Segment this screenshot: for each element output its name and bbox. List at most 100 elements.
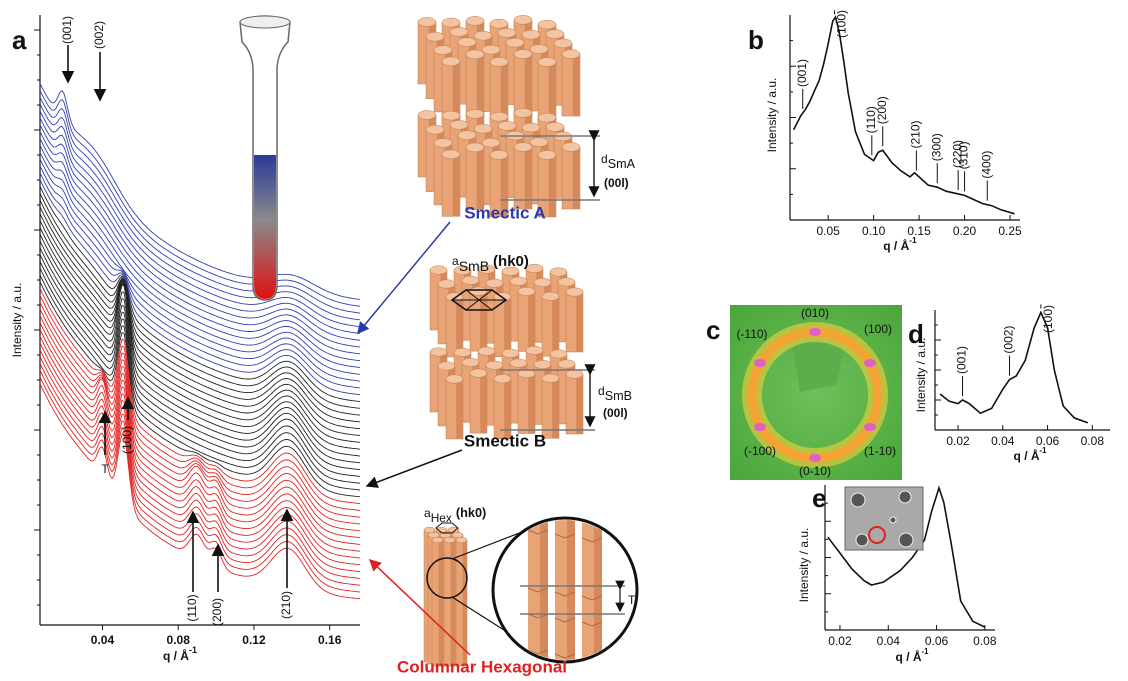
phase-title: Smectic A (464, 203, 546, 222)
cylinder-top (466, 16, 484, 25)
cylinder-shade (552, 296, 559, 356)
cylinder-top (490, 112, 508, 121)
pattern-curve (40, 329, 360, 544)
diffraction-spot (754, 359, 766, 367)
x-tick-label: 0.04 (877, 634, 901, 648)
cylinder-top (510, 277, 527, 286)
cylinder-top (542, 374, 559, 383)
peak-annotation: T (101, 462, 109, 476)
x-tick-label: 0.04 (91, 633, 115, 647)
cylinder-top (430, 348, 447, 357)
y-axis-title: Intensity / a.u. (797, 528, 811, 603)
pattern-curve (40, 323, 360, 538)
cylinder-shade (576, 374, 583, 434)
cylinder-top (442, 57, 460, 66)
x-axis-title-text: q / Å (163, 648, 189, 663)
cylinder-top (462, 276, 479, 285)
cylinder-top (518, 287, 535, 296)
cylinder-top (558, 278, 575, 287)
cylinder-top (442, 18, 460, 27)
peak-annotation: (001) (60, 16, 74, 44)
pattern-curve (40, 90, 360, 306)
miller-index: (00l) (604, 176, 629, 190)
x-axis-title: q / Å-1 (896, 647, 930, 664)
cylinder-top (538, 20, 556, 29)
lattice-label-part: (hk0) (493, 253, 529, 270)
cylinder-top (490, 19, 508, 28)
cylinder-top (522, 123, 540, 132)
x-tick-label: 0.08 (1081, 434, 1105, 448)
diffraction-spot (864, 359, 876, 367)
peak-label: (001) (955, 346, 969, 374)
x-tick-label: 0.20 (953, 224, 977, 238)
cylinder-top (542, 292, 559, 301)
peak-label: (100) (835, 10, 849, 38)
x-tick-label: 0.08 (973, 634, 997, 648)
peak-label: (100) (1041, 305, 1055, 333)
cylinder-top (470, 287, 487, 296)
peak-label: (002) (1002, 326, 1016, 354)
diffraction-spot (754, 423, 766, 431)
cylinder-shade (477, 54, 484, 116)
cylinder-top (562, 50, 580, 59)
x-tick-label: 0.08 (167, 633, 191, 647)
pattern-curve (40, 138, 360, 354)
cylinder-shade (549, 155, 556, 217)
pattern-curve (40, 302, 360, 517)
cylinder-top (514, 108, 532, 117)
droplet (856, 534, 868, 546)
cylinder-top (498, 28, 516, 37)
cylinder-top (546, 122, 564, 131)
cylinder-top (506, 38, 524, 47)
cylinder-top (486, 361, 503, 370)
cylinder-top (450, 27, 468, 36)
cylinder-top (546, 29, 564, 38)
spot-label: (100) (864, 322, 892, 336)
cylinder-top (458, 131, 476, 140)
cylinder-top (562, 143, 580, 152)
cylinder-top (466, 143, 484, 152)
y-axis-title: Intensity / a.u. (914, 338, 928, 413)
cylinder-shade (528, 373, 535, 433)
panel-label: a (12, 25, 27, 55)
cylinder-top (424, 527, 435, 533)
peak-label: (200) (875, 96, 889, 124)
peak-label: (400) (979, 151, 993, 179)
x-tick-label: 0.02 (946, 434, 970, 448)
peak-annotation: (200) (210, 598, 224, 626)
cylinder-top (426, 32, 444, 41)
cylinder-top (490, 57, 508, 66)
cylinder-top (418, 111, 436, 120)
peak-annotation: (110) (185, 594, 199, 621)
cylinder-shade (576, 292, 583, 352)
cylinder-top (502, 349, 519, 358)
column-shade (594, 505, 602, 675)
data-line (794, 17, 1015, 214)
lattice-label-part: SmB (459, 258, 489, 274)
cylinder-top (428, 532, 439, 538)
cylinder-top (538, 150, 556, 159)
droplet (899, 491, 911, 503)
cylinder-top (442, 111, 460, 120)
cylinder-top (450, 120, 468, 129)
cylinder-top (510, 359, 527, 368)
pattern-curve (40, 309, 360, 524)
cylinder-shade (456, 379, 463, 439)
cylinder-shade (504, 297, 511, 357)
cylinder-top (530, 138, 548, 147)
x-axis-title-sup: -1 (189, 645, 197, 655)
pattern-curve (40, 343, 360, 558)
spot-label: (-110) (736, 327, 767, 341)
cylinder-top (566, 288, 583, 297)
phase-arrow (367, 450, 462, 486)
x-axis-title: q / Å-1 (163, 645, 197, 663)
peak-annotation: (100) (120, 426, 134, 454)
cylinder-top (550, 350, 567, 359)
x-tick-label: 0.02 (828, 634, 852, 648)
cylinder-top (462, 358, 479, 367)
spot-label: (0-10) (799, 464, 831, 478)
droplet (890, 517, 896, 523)
cylinder-top (446, 375, 463, 384)
cylinder-top (538, 57, 556, 66)
cylinder-top (490, 150, 508, 159)
